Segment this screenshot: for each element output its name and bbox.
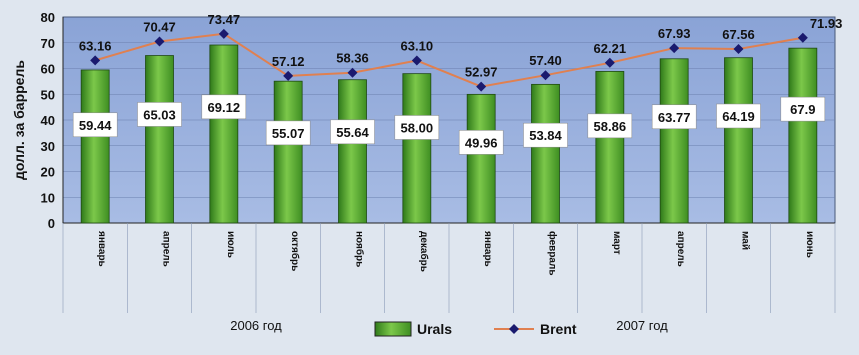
brent-point — [797, 32, 808, 43]
brent-data-label: 73.47 — [208, 12, 241, 27]
brent-point — [90, 55, 101, 66]
urals-data-label: 69.12 — [208, 100, 241, 115]
brent-data-label: 70.47 — [143, 20, 176, 35]
y-tick-label: 10 — [41, 190, 55, 205]
y-tick-label: 70 — [41, 36, 55, 51]
legend-brent-label: Brent — [540, 321, 577, 337]
x-tick-label: февраль — [547, 231, 559, 276]
brent-point — [476, 81, 487, 92]
y-tick-label: 40 — [41, 113, 55, 128]
brent-data-label: 67.56 — [722, 27, 755, 42]
x-tick-label: ноябрь — [354, 231, 366, 267]
urals-label-box — [458, 130, 504, 155]
bar-urals — [145, 55, 174, 224]
bar-urals — [466, 93, 496, 224]
x-tick-label: январь — [96, 231, 107, 267]
brent-point — [411, 55, 422, 66]
x-tick-label: апрель — [161, 231, 172, 267]
urals-data-label: 67.9 — [790, 102, 815, 117]
bar-urals — [209, 44, 239, 224]
legend: Urals Brent — [374, 321, 577, 337]
bar-urals — [402, 73, 432, 224]
brent-line — [94, 32, 804, 88]
brent-data-label: 57.12 — [272, 54, 305, 69]
brent-point — [669, 43, 680, 54]
urals-data-label: 58.86 — [594, 119, 627, 134]
x-tick-label: декабрь — [418, 231, 430, 272]
bar-urals — [659, 58, 689, 224]
y-tick-label: 0 — [48, 216, 55, 231]
brent-point — [604, 57, 615, 68]
x-tick-label: январь — [482, 231, 493, 267]
brent-data-label: 52.97 — [465, 65, 498, 80]
brent-data-label: 57.40 — [529, 53, 562, 68]
bar-urals — [724, 57, 753, 224]
brent-data-label: 71.93 — [810, 16, 843, 31]
brent-data-label: 63.10 — [401, 39, 434, 54]
urals-label-box — [780, 96, 826, 122]
urals-label-box — [265, 120, 311, 146]
brent-point — [218, 28, 229, 39]
x-tick-label: июнь — [804, 231, 815, 258]
x-tick-label: май — [740, 231, 751, 250]
x-tick-label: апрель — [675, 231, 686, 267]
urals-data-label: 63.77 — [658, 110, 691, 125]
y-tick-label: 80 — [41, 10, 55, 25]
urals-label-box — [716, 103, 761, 129]
bar-urals — [80, 69, 110, 224]
urals-data-label: 55.64 — [336, 125, 369, 140]
y-tick-label: 60 — [41, 62, 55, 77]
urals-data-label: 64.19 — [722, 109, 755, 124]
x-tick-label: июль — [225, 231, 236, 258]
bar-urals — [338, 79, 367, 224]
urals-data-label: 58.00 — [401, 120, 434, 135]
brent-data-label: 58.36 — [336, 51, 369, 66]
urals-label-box — [394, 115, 440, 140]
legend-urals-label: Urals — [417, 321, 452, 337]
x-tick-label: март — [611, 231, 622, 255]
brent-data-label: 62.21 — [594, 41, 627, 56]
y-tick-label: 20 — [41, 165, 55, 180]
x-tick-label: октябрь — [289, 231, 301, 271]
y-axis-label: долл. за баррель — [11, 60, 27, 180]
y-tick-label: 50 — [41, 87, 55, 102]
brent-data-label: 63.16 — [79, 38, 112, 53]
urals-data-label: 65.03 — [143, 107, 176, 122]
brent-data-label: 67.93 — [658, 26, 691, 41]
year-group-label: 2007 год — [616, 318, 668, 333]
brent-point — [540, 70, 551, 81]
urals-data-label: 59.44 — [79, 118, 112, 133]
legend-brent-marker — [509, 324, 519, 334]
urals-label-box — [587, 113, 633, 139]
brent-point — [347, 67, 358, 78]
urals-data-label: 53.84 — [529, 128, 562, 143]
urals-data-label: 55.07 — [272, 126, 305, 141]
brent-point — [733, 44, 744, 55]
legend-urals-swatch — [374, 321, 412, 337]
urals-label-box — [651, 104, 697, 130]
urals-label-box — [523, 122, 568, 148]
bar-urals — [273, 80, 303, 224]
brent-point — [283, 70, 294, 81]
urals-data-label: 49.96 — [465, 135, 498, 150]
urals-label-box — [72, 112, 118, 138]
y-tick-label: 30 — [41, 139, 55, 154]
year-group-label: 2006 год — [230, 318, 282, 333]
urals-label-box — [201, 94, 247, 120]
bar-urals — [595, 71, 625, 224]
bar-urals — [788, 47, 818, 224]
brent-point — [154, 36, 165, 47]
urals-label-box — [330, 119, 375, 145]
urals-label-box — [137, 102, 182, 127]
bar-urals — [531, 83, 560, 224]
